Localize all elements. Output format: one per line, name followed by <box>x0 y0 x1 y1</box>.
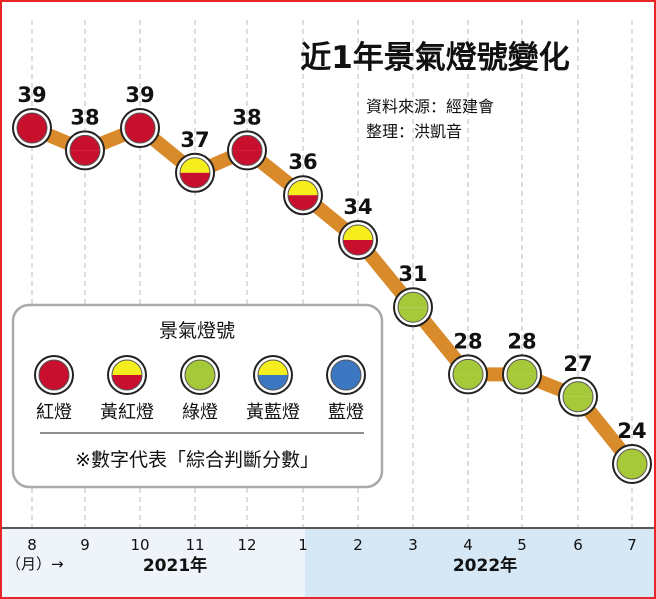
legend-swatch <box>180 355 220 395</box>
data-point <box>12 108 52 148</box>
year-2022: 2022年 <box>453 555 517 576</box>
x-tick-label: 4 <box>463 536 473 554</box>
x-tick-label: 11 <box>185 536 204 554</box>
data-point <box>175 152 215 193</box>
legend-item-label: 藍燈 <box>328 402 364 423</box>
legend-swatch <box>34 355 74 395</box>
data-point <box>283 175 323 216</box>
x-tick-label: 12 <box>237 536 256 554</box>
data-point <box>393 287 433 328</box>
x-tick-label: 8 <box>27 536 37 554</box>
x-tick-label: 3 <box>408 536 418 554</box>
data-point <box>502 354 542 395</box>
data-label: 38 <box>232 105 261 129</box>
legend-item-label: 紅燈 <box>36 402 72 423</box>
data-label: 27 <box>563 352 592 376</box>
data-label: 37 <box>180 128 209 152</box>
data-point <box>120 108 160 148</box>
editor-text: 整理：洪凱音 <box>366 122 462 141</box>
data-label: 31 <box>398 262 427 286</box>
source-text: 資料來源：經建會 <box>366 97 494 116</box>
unit-label: （月）→ <box>6 555 64 573</box>
x-tick-label: 7 <box>627 536 637 554</box>
data-point <box>227 130 267 171</box>
data-label: 39 <box>17 83 46 107</box>
x-tick-label: 9 <box>80 536 90 554</box>
legend-swatch <box>253 355 293 395</box>
band-2021 <box>2 529 305 597</box>
x-tick-label: 6 <box>573 536 583 554</box>
legend-title: 景氣燈號 <box>159 320 235 342</box>
data-point <box>338 220 378 260</box>
legend-swatch <box>107 355 147 395</box>
data-label: 38 <box>70 105 99 129</box>
data-point <box>558 376 598 417</box>
legend-swatch <box>326 355 366 395</box>
data-point <box>612 444 652 484</box>
x-tick-label: 5 <box>517 536 527 554</box>
data-label: 39 <box>125 83 154 107</box>
data-point <box>65 130 105 171</box>
legend-item-label: 黃紅燈 <box>100 402 154 423</box>
legend: 景氣燈號 紅燈 黃紅燈 綠燈 黃藍燈 藍燈 ※數字代表「綜合判斷分數」 <box>11 303 384 489</box>
legend-note: ※數字代表「綜合判斷分數」 <box>75 449 319 471</box>
x-tick-label: 2 <box>353 536 363 554</box>
x-tick-label: 10 <box>130 536 149 554</box>
legend-item-label: 黃藍燈 <box>246 402 300 423</box>
data-label: 36 <box>288 150 317 174</box>
data-label: 28 <box>507 329 536 353</box>
x-tick-label: 1 <box>298 536 308 554</box>
band-2022 <box>305 529 654 597</box>
year-2021: 2021年 <box>143 555 207 576</box>
chart-title: 近1年景氣燈號變化 <box>300 40 570 76</box>
data-label: 34 <box>343 195 372 219</box>
data-label: 24 <box>617 419 646 443</box>
data-point <box>448 354 488 395</box>
legend-item-label: 綠燈 <box>182 402 218 423</box>
data-label: 28 <box>453 329 482 353</box>
